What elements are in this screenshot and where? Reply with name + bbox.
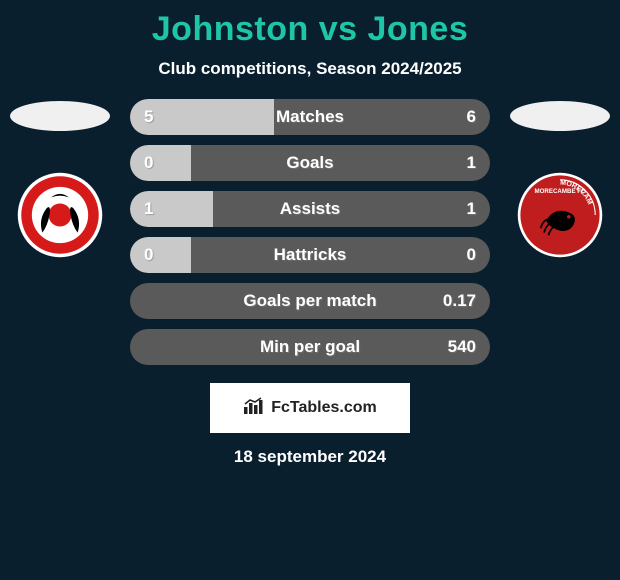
stat-left-value: 0 [144,245,153,265]
stat-row: 1 1 Assists [130,191,490,227]
watermark: FcTables.com [210,383,410,433]
stat-bars: 5 6 Matches 0 1 Goals 1 1 Assists 0 0 Hattricks 0.17… [120,99,500,365]
stat-label: Goals per match [243,291,376,311]
stat-left-value: 5 [144,107,153,127]
stat-row: 540 Min per goal [130,329,490,365]
main-row: 5 6 Matches 0 1 Goals 1 1 Assists 0 0 Hattricks 0.17… [0,99,620,365]
stat-right-value: 540 [448,337,476,357]
subtitle: Club competitions, Season 2024/2025 [0,59,620,79]
right-club-crest: MORECAMBE FC MORECAMBE FC [516,171,604,259]
stat-right-value: 0.17 [443,291,476,311]
stat-right-value: 1 [467,153,476,173]
stat-right-value: 1 [467,199,476,219]
bar-fill-left [130,237,191,273]
shrimp-eye [567,215,571,219]
stat-row: 0.17 Goals per match [130,283,490,319]
page-title: Johnston vs Jones [0,0,620,49]
right-player-col: MORECAMBE FC MORECAMBE FC [500,99,620,365]
stat-label: Min per goal [260,337,360,357]
crest-ball [49,204,72,227]
stat-left-value: 1 [144,199,153,219]
bar-fill-left [130,145,191,181]
stat-label: Matches [276,107,344,127]
stat-label: Hattricks [274,245,347,265]
comparison-infographic: Johnston vs Jones Club competitions, Sea… [0,0,620,580]
left-player-ellipse [10,101,110,131]
left-player-col [0,99,120,365]
right-player-ellipse [510,101,610,131]
stat-row: 5 6 Matches [130,99,490,135]
chart-icon [243,397,265,420]
crest-text: MORECAMBE FC [535,188,587,195]
stat-row: 0 1 Goals [130,145,490,181]
watermark-text: FcTables.com [271,399,377,417]
stat-row: 0 0 Hattricks [130,237,490,273]
left-club-crest [16,171,104,259]
stat-right-value: 6 [467,107,476,127]
date-line: 18 september 2024 [0,447,620,467]
stat-label: Assists [280,199,340,219]
bar-fill-left [130,191,213,227]
stat-label: Goals [286,153,333,173]
stat-right-value: 0 [467,245,476,265]
stat-left-value: 0 [144,153,153,173]
